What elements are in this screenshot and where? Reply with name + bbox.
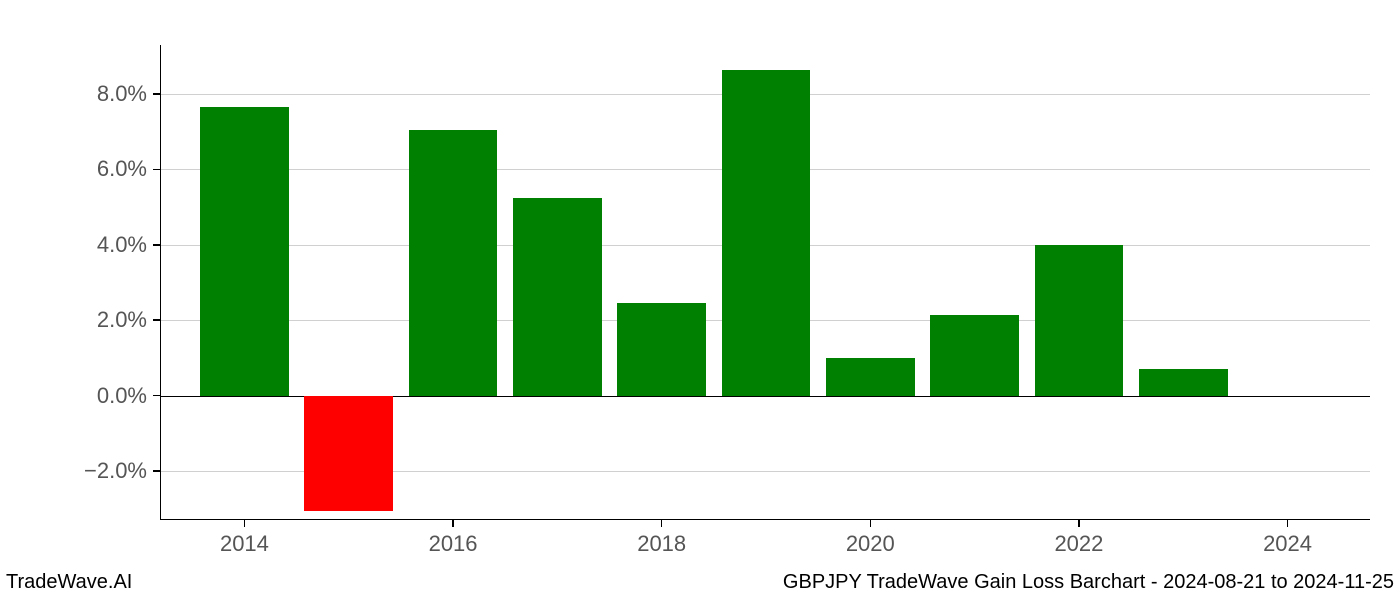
xtick-label: 2024 — [1263, 531, 1312, 557]
ytick-mark — [153, 169, 161, 171]
chart-plot-area: −2.0%0.0%2.0%4.0%6.0%8.0%201420162018202… — [160, 45, 1370, 520]
ytick-label: −2.0% — [84, 458, 147, 484]
ytick-label: 0.0% — [97, 383, 147, 409]
bar — [1139, 369, 1228, 395]
xtick-label: 2018 — [637, 531, 686, 557]
bar — [200, 107, 289, 395]
bar — [1035, 245, 1124, 396]
xtick-mark — [870, 519, 872, 527]
xtick-label: 2022 — [1054, 531, 1103, 557]
xtick-label: 2016 — [429, 531, 478, 557]
xtick-label: 2020 — [846, 531, 895, 557]
ytick-mark — [153, 244, 161, 246]
bar — [826, 358, 915, 396]
xtick-mark — [244, 519, 246, 527]
xtick-mark — [452, 519, 454, 527]
bar — [930, 315, 1019, 396]
xtick-mark — [661, 519, 663, 527]
ytick-label: 6.0% — [97, 156, 147, 182]
footer-caption: GBPJPY TradeWave Gain Loss Barchart - 20… — [783, 571, 1394, 594]
plot-surface: −2.0%0.0%2.0%4.0%6.0%8.0%201420162018202… — [160, 45, 1370, 520]
bar — [617, 303, 706, 395]
ytick-mark — [153, 395, 161, 397]
footer-brand: TradeWave.AI — [6, 571, 132, 594]
ytick-mark — [153, 93, 161, 95]
xtick-mark — [1287, 519, 1289, 527]
xtick-label: 2014 — [220, 531, 269, 557]
ytick-label: 4.0% — [97, 232, 147, 258]
bar — [513, 198, 602, 396]
bar — [409, 130, 498, 396]
ytick-mark — [153, 470, 161, 472]
bar — [722, 70, 811, 396]
ytick-label: 8.0% — [97, 81, 147, 107]
bar — [304, 396, 393, 511]
ytick-label: 2.0% — [97, 307, 147, 333]
xtick-mark — [1078, 519, 1080, 527]
ytick-mark — [153, 319, 161, 321]
